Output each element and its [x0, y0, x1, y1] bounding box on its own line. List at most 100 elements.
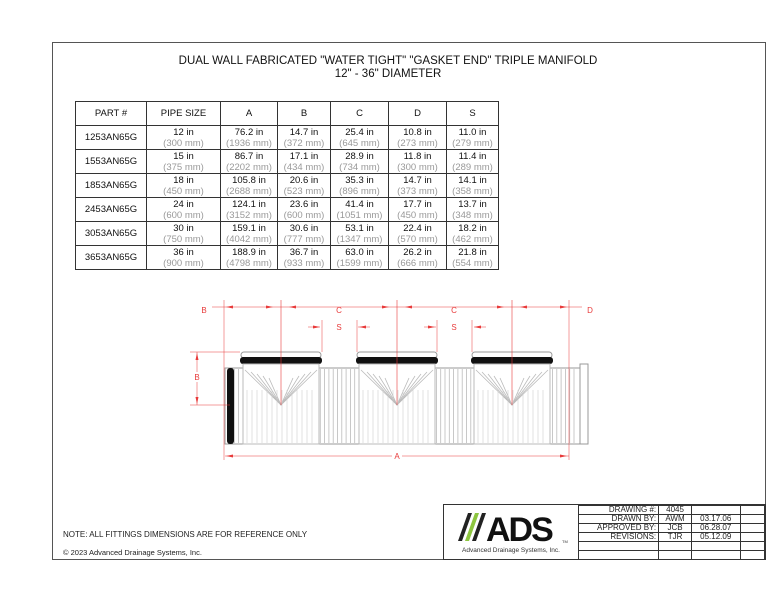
column-header: C — [330, 101, 389, 126]
inch-value: 26.2 in — [403, 246, 432, 258]
title-block: ADS TM Advanced Drainage Systems, Inc. D… — [443, 504, 766, 560]
column-header: S — [446, 101, 499, 126]
dimension-cell: 10.8 in (273 mm) — [388, 125, 447, 150]
dimension-cell: 86.7 in (2202 mm) — [220, 149, 278, 174]
mm-value: (300 mm) — [397, 161, 438, 173]
mm-value: (666 mm) — [397, 257, 438, 269]
revision-row — [577, 550, 766, 560]
dimension-cell: 17.7 in (450 mm) — [388, 197, 447, 222]
dimension-cell: 36.7 in (933 mm) — [277, 245, 331, 270]
inch-value: 15 in — [173, 150, 194, 162]
dimension-cell: 20.6 in (523 mm) — [277, 173, 331, 198]
inch-value: 13.7 in — [458, 198, 487, 210]
mm-value: (372 mm) — [283, 137, 325, 149]
drawing-title: DUAL WALL FABRICATED "WATER TIGHT" "GASK… — [178, 55, 598, 67]
mm-value: (750 mm) — [163, 233, 204, 245]
inch-value: 17.1 in — [289, 150, 319, 162]
dimension-cell: 35.3 in (896 mm) — [330, 173, 389, 198]
dimension-cell: 22.4 in (570 mm) — [388, 221, 447, 246]
part-number: 1553AN65G — [75, 149, 147, 174]
logo-stripe — [472, 513, 486, 541]
table-row: 1853AN65G 18 in (450 mm) 105.8 in (2688 mm) 2… — [75, 173, 499, 198]
dimension-cell: 11.4 in (289 mm) — [446, 149, 499, 174]
reference-note: NOTE: ALL FITTINGS DIMENSIONS ARE FOR RE… — [63, 530, 308, 539]
inch-value: 20.6 in — [289, 174, 319, 186]
inch-value: 36.7 in — [289, 246, 319, 258]
dimension-cell: 41.4 in (1051 mm) — [330, 197, 389, 222]
revision-row — [577, 541, 766, 551]
ads-logo: ADS TM Advanced Drainage Systems, Inc. — [444, 505, 579, 559]
dimension-cell: 30 in (750 mm) — [146, 221, 221, 246]
dimension-cell: 28.9 in (734 mm) — [330, 149, 389, 174]
inch-value: 14.1 in — [458, 174, 487, 186]
revision-by — [658, 550, 692, 560]
revision-blank — [739, 541, 766, 551]
mm-value: (273 mm) — [397, 137, 438, 149]
dimension-cell: 76.2 in (1936 mm) — [220, 125, 278, 150]
revision-blank — [739, 505, 766, 515]
logo-stripe — [458, 513, 472, 541]
dimension-cell: 18 in (450 mm) — [146, 173, 221, 198]
dimension-cell: 26.2 in (666 mm) — [388, 245, 447, 270]
mm-value: (1051 mm) — [336, 209, 383, 221]
table-row: 1253AN65G 12 in (300 mm) 76.2 in (1936 mm) 14… — [75, 125, 499, 150]
dimension-cell: 14.7 in (372 mm) — [277, 125, 331, 150]
inch-value: 12 in — [173, 126, 194, 138]
revision-by: TJR — [658, 532, 692, 542]
mm-value: (3152 mm) — [226, 209, 272, 221]
table-body: 1253AN65G 12 in (300 mm) 76.2 in (1936 mm) 14… — [75, 125, 499, 270]
mm-value: (1347 mm) — [336, 233, 383, 245]
inch-value: 17.7 in — [403, 198, 432, 210]
column-header: B — [277, 101, 331, 126]
part-number: 3053AN65G — [75, 221, 147, 246]
header-row: PART # PIPE SIZE A B C D S — [75, 101, 499, 126]
mm-value: (523 mm) — [283, 185, 325, 197]
inch-value: 14.7 in — [403, 174, 432, 186]
inch-value: 105.8 in — [232, 174, 266, 186]
inch-value: 11.4 in — [458, 150, 487, 162]
dimension-cell: 12 in (300 mm) — [146, 125, 221, 150]
inch-value: 24 in — [173, 198, 194, 210]
inch-value: 63.0 in — [345, 246, 374, 258]
inch-value: 21.8 in — [458, 246, 487, 258]
revision-blank — [739, 523, 766, 533]
mm-value: (375 mm) — [163, 161, 204, 173]
mm-value: (900 mm) — [163, 257, 204, 269]
inch-value: 18.2 in — [458, 222, 487, 234]
revision-blank — [739, 514, 766, 524]
revision-date — [690, 541, 741, 551]
inch-value: 188.9 in — [232, 246, 266, 258]
revision-body: DRAWING #: 4045 DRAWN BY: AWM 03.17.06 APPROV… — [577, 505, 766, 560]
dimension-cell: 11.0 in (279 mm) — [446, 125, 499, 150]
dimension-cell: 15 in (375 mm) — [146, 149, 221, 174]
inch-value: 35.3 in — [345, 174, 374, 186]
dimension-cell: 13.7 in (348 mm) — [446, 197, 499, 222]
inch-value: 28.9 in — [345, 150, 374, 162]
inch-value: 30.6 in — [289, 222, 319, 234]
inch-value: 10.8 in — [403, 126, 432, 138]
inch-value: 41.4 in — [345, 198, 374, 210]
revision-label: REVISIONS: — [577, 532, 660, 542]
mm-value: (373 mm) — [397, 185, 438, 197]
dimension-cell: 53.1 in (1347 mm) — [330, 221, 389, 246]
mm-value: (777 mm) — [283, 233, 325, 245]
revision-blank — [739, 532, 766, 542]
ads-logo-icon: ADS TM — [458, 511, 568, 549]
dimension-cell: 11.8 in (300 mm) — [388, 149, 447, 174]
mm-value: (462 mm) — [452, 233, 493, 245]
dimension-cell: 188.9 in (4798 mm) — [220, 245, 278, 270]
inch-value: 11.0 in — [458, 126, 487, 138]
dimension-cell: 25.4 in (645 mm) — [330, 125, 389, 150]
part-number: 3653AN65G — [75, 245, 147, 270]
mm-value: (279 mm) — [452, 137, 493, 149]
drawing-subtitle: 12" - 36" DIAMETER — [334, 68, 442, 80]
dimension-cell: 14.1 in (358 mm) — [446, 173, 499, 198]
dimension-cell: 105.8 in (2688 mm) — [220, 173, 278, 198]
dimension-cell: 17.1 in (434 mm) — [277, 149, 331, 174]
revision-label — [577, 550, 660, 560]
column-header: D — [388, 101, 447, 126]
inch-value: 124.1 in — [232, 198, 266, 210]
dimension-cell: 30.6 in (777 mm) — [277, 221, 331, 246]
table-row: 3053AN65G 30 in (750 mm) 159.1 in (4042 mm) 3… — [75, 221, 499, 246]
mm-value: (300 mm) — [163, 137, 204, 149]
